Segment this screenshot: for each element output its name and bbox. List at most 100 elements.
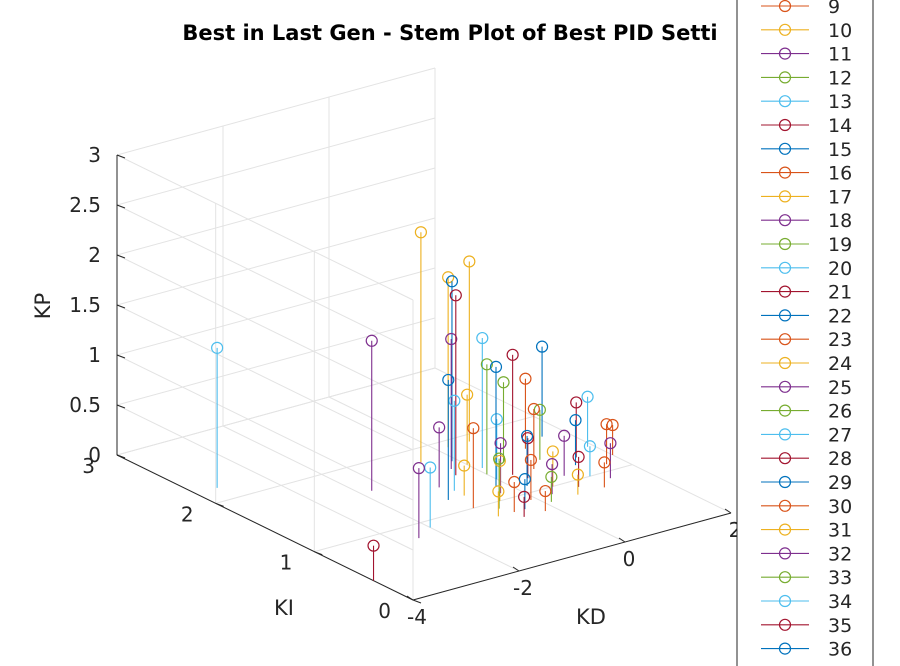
stem-marker xyxy=(493,452,506,465)
legend-entry-label: 12 xyxy=(828,67,852,89)
legend-marker xyxy=(778,214,792,227)
back-wall-gridline-kp xyxy=(116,67,436,156)
legend-marker xyxy=(778,0,792,13)
legend-marker xyxy=(778,333,792,346)
stem-marker xyxy=(600,418,613,431)
stem-marker xyxy=(442,271,455,284)
legend-entry-label: 21 xyxy=(828,282,852,304)
legend-marker xyxy=(778,118,792,132)
stem-marker xyxy=(520,429,534,443)
kd-axis-label: KD xyxy=(576,605,606,629)
ki-tick-mark xyxy=(412,599,422,604)
stem-marker xyxy=(461,388,474,401)
stem-marker xyxy=(489,360,503,373)
legend-marker xyxy=(778,285,792,298)
legend-entry-label: 18 xyxy=(828,210,852,232)
legend-entry-label: 34 xyxy=(828,591,852,613)
legend-entry-label: 35 xyxy=(828,615,852,637)
stem-marker xyxy=(545,470,558,483)
legend-entry-label: 15 xyxy=(828,139,852,161)
stem-marker xyxy=(571,468,584,481)
stem-marker xyxy=(598,456,611,469)
side-wall-gridline-kp xyxy=(116,354,414,501)
stem-marker xyxy=(569,414,582,427)
kp-tick-label: 0.5 xyxy=(69,393,101,417)
chart-title: Best in Last Gen - Stem Plot of Best PID… xyxy=(182,21,717,45)
stem-marker xyxy=(545,458,559,471)
legend-marker xyxy=(778,261,792,274)
legend-marker xyxy=(778,547,792,560)
stem-marker xyxy=(604,437,617,450)
kp-tick-label: 1.5 xyxy=(69,293,101,317)
kp-tick-label: 2 xyxy=(88,243,101,267)
stem-marker xyxy=(442,373,455,387)
kd-tick-mark xyxy=(406,595,414,601)
kd-tick-label: -2 xyxy=(513,576,533,600)
side-wall-gridline-kp xyxy=(116,254,414,401)
ki-tick-mark xyxy=(215,502,224,507)
kd-tick-mark xyxy=(512,566,520,572)
kd-tick-mark xyxy=(618,537,626,543)
back-wall-gridline-kp xyxy=(116,317,436,406)
legend-entry-label: 25 xyxy=(828,377,852,399)
stem-marker xyxy=(367,539,380,552)
legend-marker xyxy=(778,523,792,536)
kp-tick-mark xyxy=(116,304,126,309)
stem-marker xyxy=(546,445,559,458)
stem-marker xyxy=(433,421,446,434)
kp-tick-mark xyxy=(116,354,126,359)
kd-tick-mark xyxy=(724,508,732,514)
stem-marker xyxy=(480,358,493,371)
legend-marker xyxy=(778,356,792,370)
ki-tick-label: 3 xyxy=(82,454,95,478)
legend-box xyxy=(736,0,874,666)
stem-marker xyxy=(449,289,462,302)
stem-marker xyxy=(518,473,531,486)
ki-tick-label: 0 xyxy=(378,599,391,623)
stem-marker xyxy=(492,485,505,498)
legend-entry-label: 10 xyxy=(828,20,852,42)
kp-tick-label: 1 xyxy=(88,343,101,367)
legend-entry-label: 26 xyxy=(828,401,852,423)
kd-tick-label: -4 xyxy=(407,605,427,629)
stem-marker xyxy=(527,402,540,416)
stem-marker xyxy=(572,450,585,463)
legend-entry-label: 9 xyxy=(828,0,840,18)
stem-marker xyxy=(445,332,458,346)
floor-gridline-ki xyxy=(215,415,534,504)
legend-marker xyxy=(778,642,792,655)
stem-marker xyxy=(494,437,507,450)
back-wall-gridline-kp xyxy=(116,367,436,456)
legend-entry-label: 31 xyxy=(828,520,852,542)
legend-entry-label: 14 xyxy=(828,115,852,137)
legend-marker xyxy=(778,594,792,608)
legend: 9 101112131415161718192021222324252627282… xyxy=(736,0,874,666)
stem-marker xyxy=(445,275,459,288)
floor-gridline-ki xyxy=(314,464,633,553)
legend-entry-label: 20 xyxy=(828,258,852,280)
axes-layer xyxy=(116,154,732,604)
stem-marker xyxy=(414,226,427,239)
legend-marker xyxy=(778,452,792,465)
stem-marker xyxy=(467,422,480,435)
kp-tick-mark xyxy=(116,404,126,409)
stem-marker xyxy=(490,413,503,426)
legend-marker xyxy=(778,71,792,84)
legend-entry-label: 36 xyxy=(828,639,852,661)
stem-marker xyxy=(570,396,583,409)
kp-tick-label: 3 xyxy=(88,143,101,167)
stem-marker xyxy=(497,376,510,389)
ki-axis-label: KI xyxy=(274,596,294,620)
stem-marker xyxy=(558,429,571,442)
floor-gridline-kd xyxy=(328,396,626,543)
kd-tick-label: 0 xyxy=(623,547,636,571)
side-wall-gridline-kp xyxy=(116,404,414,551)
legend-entry-label: 22 xyxy=(828,305,852,327)
grid-layer xyxy=(116,67,732,601)
side-wall-gridline-kp xyxy=(116,304,414,451)
legend-entry-label: 11 xyxy=(828,44,852,66)
kp-axis-label: KP xyxy=(31,293,55,319)
legend-entry-label: 23 xyxy=(828,329,852,351)
